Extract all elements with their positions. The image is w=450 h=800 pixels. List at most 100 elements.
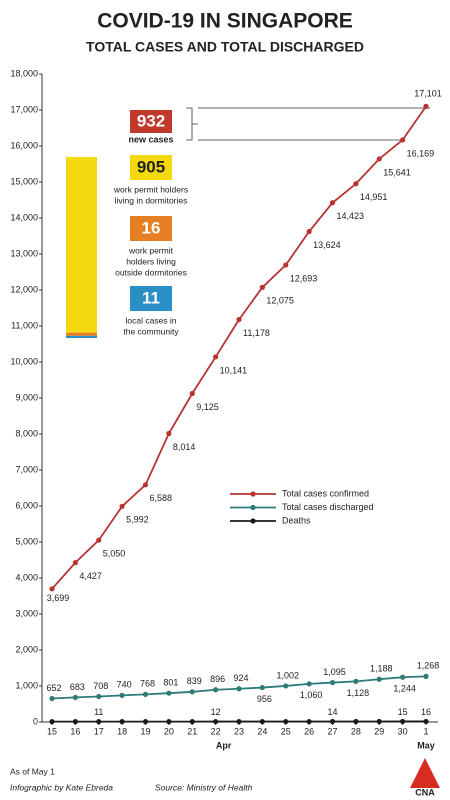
value-label: 768	[140, 679, 155, 689]
x-tick-label: 19	[140, 726, 150, 736]
value-label: 17,101	[414, 89, 442, 99]
y-tick-label: 1,000	[15, 680, 38, 690]
x-tick-label: 27	[327, 726, 337, 736]
x-tick-label: 20	[164, 726, 174, 736]
data-point	[142, 691, 149, 697]
data-point	[353, 181, 359, 187]
y-tick-label: 15,000	[10, 176, 38, 186]
data-point	[400, 137, 406, 143]
badge	[130, 155, 172, 180]
data-point	[189, 390, 195, 397]
value-label: 11	[94, 707, 103, 717]
x-tick-label: 24	[257, 726, 267, 736]
chart-subtitle: TOTAL CASES AND TOTAL DISCHARGED	[86, 39, 364, 55]
value-label: 15	[398, 707, 408, 717]
legend-marker	[250, 504, 256, 511]
value-label: 1,268	[417, 661, 440, 671]
data-point	[283, 262, 289, 268]
data-point	[166, 430, 172, 437]
value-label: 16	[421, 707, 431, 717]
data-point	[49, 586, 55, 592]
data-point	[189, 689, 195, 695]
value-label: 839	[187, 676, 202, 686]
y-tick-label: 11,000	[11, 320, 38, 330]
data-point	[96, 537, 102, 543]
value-label: 1,188	[370, 664, 393, 674]
data-point	[119, 503, 125, 509]
y-tick-label: 3,000	[15, 608, 38, 618]
data-point	[423, 103, 429, 109]
footer-date: As of May 1	[10, 766, 55, 776]
month-label: Apr	[216, 740, 232, 750]
x-tick-label: 22	[211, 726, 221, 736]
data-point	[49, 719, 55, 725]
x-tick-label: 29	[374, 726, 384, 736]
value-label: 1,128	[347, 688, 370, 698]
data-point	[259, 284, 265, 290]
value-label: 956	[257, 694, 272, 704]
data-point	[72, 694, 78, 701]
y-tick-label: 10,000	[10, 356, 38, 366]
data-point	[376, 676, 382, 682]
month-label: May	[417, 740, 435, 750]
value-label: 12	[211, 707, 221, 717]
value-label: 13,624	[313, 240, 341, 250]
value-label: 740	[117, 680, 132, 690]
data-point	[283, 683, 289, 689]
data-point	[400, 674, 406, 680]
value-label: 12,693	[290, 273, 318, 283]
value-label: 8,014	[173, 442, 196, 452]
data-point	[49, 695, 55, 702]
data-point	[259, 718, 265, 725]
value-label: 6,588	[150, 493, 173, 503]
x-tick-label: 28	[351, 726, 361, 736]
badge	[130, 110, 172, 133]
data-point	[283, 718, 289, 725]
data-point	[119, 719, 125, 725]
value-label: 1,244	[393, 684, 416, 694]
data-point	[353, 678, 359, 684]
data-point	[72, 719, 78, 725]
logo-shape	[410, 758, 440, 788]
x-tick-label: 17	[94, 726, 104, 736]
badge-number: 905	[137, 157, 165, 176]
legend-marker	[250, 518, 256, 524]
value-label: 15,641	[383, 167, 411, 177]
value-label: 10,141	[220, 365, 248, 375]
value-label: 708	[93, 681, 108, 691]
x-tick-label: 16	[70, 726, 80, 736]
y-tick-label: 13,000	[10, 248, 38, 258]
logo: CNA	[415, 787, 435, 797]
data-point	[72, 560, 78, 566]
data-point	[353, 718, 359, 725]
x-tick-label: 23	[234, 726, 244, 736]
y-tick-label: 16,000	[10, 140, 38, 150]
data-point	[213, 354, 219, 360]
data-point	[142, 719, 149, 725]
footer-credit: Infographic by Kate Ebreda	[10, 782, 113, 792]
data-point	[423, 718, 429, 725]
y-tick-label: 0	[33, 716, 38, 726]
data-point	[306, 681, 312, 687]
data-point	[259, 684, 265, 691]
x-tick-label: 26	[304, 726, 314, 736]
stacked-bar	[66, 157, 97, 333]
chart-title: COVID-19 IN SINGAPORE	[97, 10, 353, 33]
data-point	[306, 228, 312, 235]
value-label: 12,075	[266, 296, 294, 306]
data-point	[376, 156, 382, 162]
data-point	[213, 718, 219, 725]
x-tick-label: 1	[423, 726, 428, 736]
data-point	[166, 690, 172, 696]
value-label: 14,951	[360, 192, 388, 202]
value-label: 683	[70, 682, 85, 692]
badge	[130, 286, 172, 311]
badge-label: new cases	[128, 134, 173, 144]
badge	[130, 216, 172, 241]
x-tick-label: 15	[47, 726, 57, 736]
y-tick-label: 9,000	[15, 392, 38, 402]
y-tick-label: 4,000	[15, 572, 38, 582]
y-tick-label: 14,000	[10, 212, 38, 222]
value-label: 652	[46, 683, 61, 693]
